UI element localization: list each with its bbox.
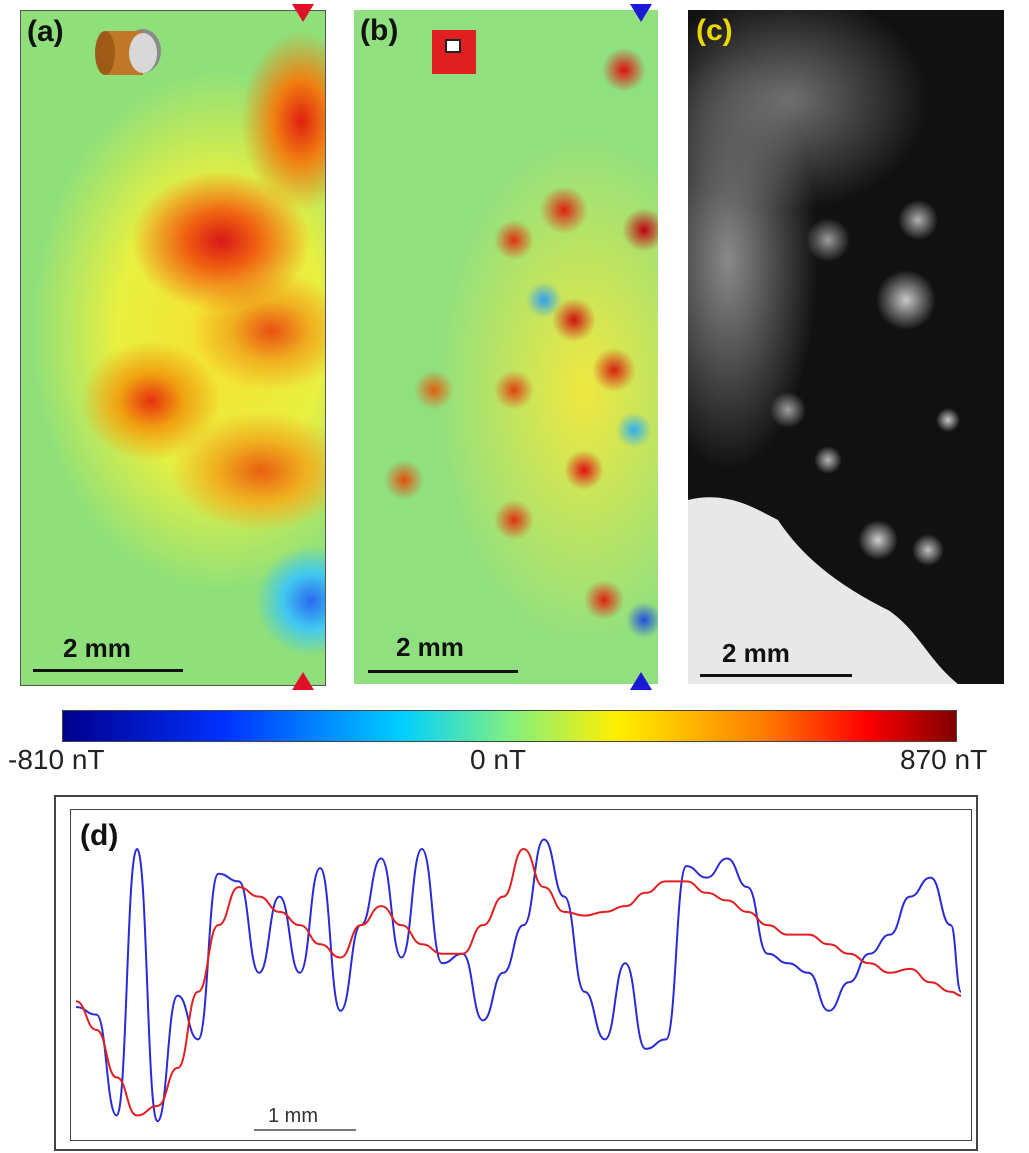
magnetic-map-b: (b) 2 mm — [354, 10, 658, 684]
panel-label-d: (d) — [80, 819, 119, 852]
panel-label-b: (b) — [360, 14, 399, 47]
profile-chart-d: (d) 1 mm — [54, 795, 978, 1151]
profile-marker-a-bottom — [292, 672, 314, 690]
profile-chart-inner — [70, 809, 972, 1141]
scale-label-a: 2 mm — [63, 633, 131, 663]
profile-plot — [75, 838, 962, 1123]
heatmap-a — [21, 11, 325, 685]
scale-bar-b — [368, 670, 518, 673]
scale-label-d: 1 mm — [268, 1105, 318, 1127]
colorbar-min-label: -810 nT — [8, 744, 105, 775]
panel-label-a: (a) — [27, 15, 64, 48]
square-sensor-icon — [432, 30, 476, 74]
heatmap-b — [354, 10, 658, 684]
scale-bar-c — [700, 674, 852, 677]
colorbar-mid-label: 0 nT — [470, 744, 527, 775]
scale-label-b: 2 mm — [396, 632, 464, 662]
pale-mineral-region — [688, 497, 958, 684]
colorbar-max-label: 870 nT — [900, 744, 988, 775]
scale-bar-d — [254, 1129, 356, 1131]
optical-image-c: (c) 2 mm — [688, 10, 1004, 684]
profile-marker-a-top — [292, 4, 314, 22]
red-profile-line — [75, 848, 962, 1117]
scale-bar-a — [33, 669, 183, 672]
profile-marker-b-top — [630, 4, 652, 22]
magnetic-map-a: (a) 2 mm — [20, 10, 326, 686]
cylinder-sensor-icon — [95, 29, 161, 75]
profile-marker-b-bottom — [630, 672, 652, 690]
panel-label-c: (c) — [696, 14, 733, 47]
colorbar — [62, 710, 957, 742]
scale-label-c: 2 mm — [722, 638, 790, 668]
blue-profile-line — [75, 838, 962, 1123]
